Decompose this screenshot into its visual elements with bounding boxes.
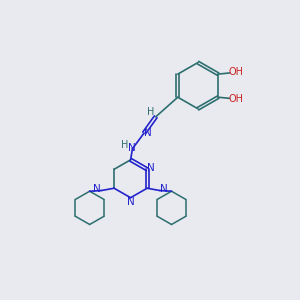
Text: N: N xyxy=(128,142,136,153)
Text: N: N xyxy=(144,128,152,138)
Text: OH: OH xyxy=(229,94,244,104)
Text: N: N xyxy=(147,163,154,173)
Text: N: N xyxy=(93,184,101,194)
Text: H: H xyxy=(121,140,128,150)
Text: N: N xyxy=(127,196,134,207)
Text: H: H xyxy=(147,107,154,117)
Text: N: N xyxy=(160,184,168,194)
Text: OH: OH xyxy=(229,67,244,77)
